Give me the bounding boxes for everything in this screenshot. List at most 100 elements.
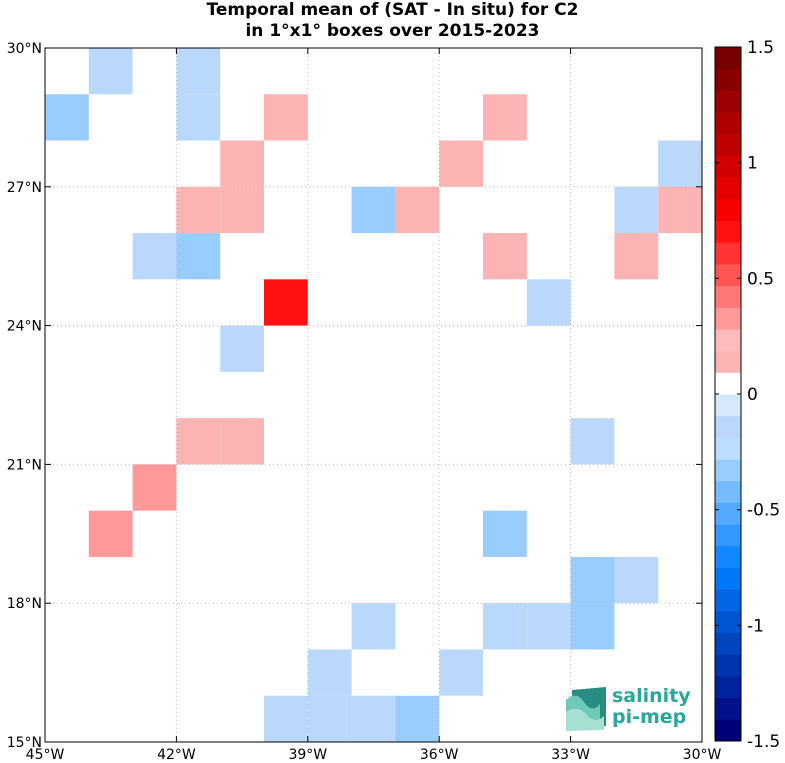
heatmap-cell [88, 510, 133, 557]
logo-line1: salinity [612, 685, 691, 707]
x-tick-label: 39°W [288, 747, 327, 763]
heatmap-cell [439, 140, 483, 187]
colorbar-level [715, 155, 741, 178]
colorbar-level [715, 480, 741, 503]
heatmap-cell [526, 603, 571, 650]
colorbar-level [715, 47, 741, 70]
colorbar-tick-label: -1 [747, 616, 764, 636]
colorbar-level [715, 372, 741, 395]
colorbar-level [715, 350, 741, 373]
heatmap-cell [395, 695, 440, 742]
heatmap-cell [176, 94, 221, 141]
heatmap-cell [220, 325, 264, 372]
heatmap-cell [526, 279, 571, 326]
colorbar-level [715, 285, 741, 308]
colorbar-level [715, 263, 741, 287]
colorbar-level [715, 697, 741, 720]
y-tick-label: 18°N [7, 596, 42, 612]
colorbar-level [715, 307, 741, 330]
logo-icon [566, 687, 606, 731]
heatmap-cell [439, 649, 483, 696]
y-tick-label: 15°N [7, 735, 42, 751]
x-tick-label: 45°W [26, 747, 65, 763]
colorbar-level [715, 459, 741, 482]
y-axis: 15°N 18°N 21°N 24°N 27°N 30°N [7, 41, 702, 751]
heatmap-cell [395, 186, 440, 234]
colorbar-tick-label: 0.5 [747, 269, 774, 289]
x-tick-label: 30°W [683, 747, 722, 763]
cells-layer [45, 48, 702, 742]
heatmap-cell [351, 603, 396, 650]
colorbar-level [715, 177, 741, 200]
heatmap-cell [220, 418, 264, 465]
heatmap-cell [483, 233, 527, 280]
heatmap-cell [220, 140, 264, 187]
x-tick-label: 33°W [551, 747, 590, 763]
colorbar-level [715, 675, 741, 699]
heatmap-cell [570, 556, 615, 604]
y-tick-label: 21°N [7, 457, 42, 473]
y-tick-label: 27°N [7, 180, 42, 196]
y-tick-label: 24°N [7, 319, 42, 335]
colorbar-tick-label: 1.5 [747, 38, 774, 58]
heatmap-cell [614, 556, 659, 604]
heatmap-cell [307, 649, 352, 696]
colorbar-level [715, 632, 741, 655]
y-tick-label: 30°N [7, 41, 42, 57]
colorbar-level [715, 719, 741, 742]
chart-title: Temporal mean of (SAT - In situ) for C2 [206, 0, 579, 20]
heatmap-cell [483, 510, 527, 557]
colorbar-level [715, 567, 741, 590]
x-tick-label: 42°W [157, 747, 196, 763]
salinity-pimep-logo: salinity pi-mep [566, 685, 691, 731]
colorbar-level [715, 112, 741, 135]
colorbar-level [715, 220, 741, 243]
heatmap-cell [351, 695, 396, 742]
heatmap-cell [570, 418, 615, 465]
heatmap-cell [220, 186, 264, 234]
colorbar-tick-label: 0 [747, 385, 758, 405]
heatmap-cell [176, 186, 221, 234]
heatmap-cell [351, 186, 396, 234]
colorbar-level [715, 610, 741, 634]
colorbar-level [715, 328, 741, 352]
heatmap-cell [658, 186, 702, 234]
heatmap-cell [132, 464, 177, 511]
colorbar-tick-label: 1 [747, 154, 758, 174]
heatmap-cell [176, 233, 221, 280]
plot-frame [44, 47, 703, 743]
logo-line2: pi-mep [612, 706, 686, 728]
heatmap-cell [264, 279, 308, 326]
heatmap-cell [176, 48, 221, 95]
heatmap-cell [176, 418, 221, 465]
colorbar-level [715, 545, 741, 568]
colorbar-level [715, 133, 741, 156]
heatmap-cell [307, 695, 352, 742]
heatmap-cell [658, 140, 702, 187]
heatmap-cell [45, 94, 89, 141]
heatmap-cell [483, 603, 527, 650]
heatmap-cell [132, 233, 177, 280]
heatmap-cell [88, 48, 133, 95]
grid-layer [45, 48, 702, 742]
colorbar-level [715, 68, 741, 91]
heatmap-cell [264, 94, 308, 141]
colorbar-level [715, 502, 741, 525]
colorbar-level [715, 242, 741, 265]
colorbar-level [715, 654, 741, 677]
heatmap-cell [614, 186, 659, 234]
colorbar-level [715, 90, 741, 113]
colorbar: 1.5 1 0.5 0 -0.5 -1 -1.5 [714, 38, 780, 752]
colorbar-tick-label: -1.5 [747, 732, 780, 752]
colorbar-level [715, 415, 741, 438]
heatmap-cell [483, 94, 527, 141]
colorbar-level [715, 394, 741, 417]
colorbar-level [715, 589, 741, 612]
heatmap-cell [570, 603, 615, 650]
heatmap-cell [614, 233, 659, 280]
x-axis: 45°W 42°W 39°W 36°W 33°W 30°W [26, 48, 722, 763]
heatmap-cell [264, 695, 308, 742]
colorbar-tick-label: -0.5 [747, 501, 780, 521]
chart-subtitle: in 1°x1° boxes over 2015-2023 [245, 21, 540, 41]
